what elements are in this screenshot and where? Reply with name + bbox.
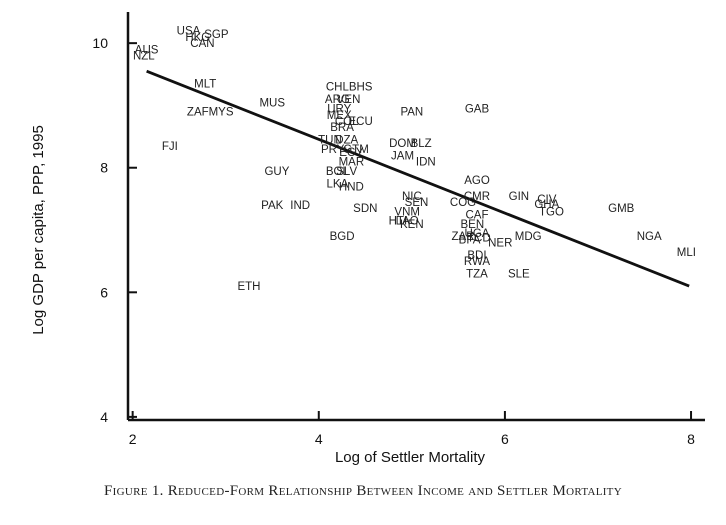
point-ind: IND (290, 200, 310, 212)
point-gha: GHA (534, 199, 559, 211)
point-chl: CHL (326, 82, 350, 94)
point-tcd: TCD (467, 232, 491, 244)
point-gin: GIN (509, 191, 529, 203)
point-ecu: ECU (349, 116, 373, 128)
point-mlt: MLT (194, 79, 216, 91)
y-tick-label: 4 (100, 409, 108, 425)
point-gab: GAB (465, 104, 490, 116)
point-aus: AUS (135, 44, 159, 56)
point-ben: BEN (461, 219, 485, 231)
x-tick-label: 2 (129, 431, 137, 447)
point-lka: LKA (327, 178, 349, 190)
point-cmr: CMR (464, 191, 490, 203)
point-egy: EGY (339, 147, 364, 159)
point-dom: DOM (389, 138, 416, 150)
point-zar: ZAR (452, 231, 475, 243)
y-tick-label: 6 (100, 284, 108, 300)
point-tun: TUN (318, 135, 342, 147)
point-dza: DZA (335, 135, 358, 147)
point-blz: BLZ (411, 138, 432, 150)
point-cog: COG (450, 197, 476, 209)
point-gmb: GMB (608, 203, 635, 215)
point-bfa: BFA (459, 234, 481, 246)
point-mdg: MDG (515, 231, 542, 243)
point-ven: VEN (337, 94, 361, 106)
point-uga: UGA (465, 228, 490, 240)
point-sgp: SGP (204, 29, 229, 41)
point-bol: BOL (326, 166, 350, 178)
point-rwa: RWA (464, 256, 491, 268)
point-slv: SLV (336, 166, 357, 178)
point-vnm: VNM (394, 206, 420, 218)
point-bdi: BDI (467, 250, 486, 262)
point-mar: MAR (339, 156, 365, 168)
point-pan: PAN (400, 107, 423, 119)
point-eth: ETH (237, 281, 260, 293)
point-usa: USA (177, 26, 201, 38)
axes (126, 12, 705, 422)
y-tick-label: 10 (92, 35, 108, 51)
point-nga: NGA (637, 231, 662, 243)
figure-caption: Figure 1. Reduced-Form Relationship Betw… (104, 483, 622, 499)
x-axis-title: Log of Settler Mortality (335, 449, 486, 466)
point-ago: AGO (464, 175, 490, 187)
point-bgd: BGD (330, 231, 355, 243)
fit-line (146, 69, 690, 288)
point-caf: CAF (465, 209, 488, 221)
point-civ: CIV (537, 194, 557, 206)
point-mys: MYS (209, 107, 234, 119)
point-tza: TZA (466, 269, 488, 281)
x-tick-label: 8 (687, 431, 695, 447)
point-fji: FJI (162, 141, 178, 153)
point-bhs: BHS (349, 82, 373, 94)
point-can: CAN (190, 38, 214, 50)
point-ner: NER (488, 237, 512, 249)
point-mex: MEX (327, 110, 352, 122)
point-lao: LAO (396, 216, 419, 228)
point-gtm: GTM (343, 144, 369, 156)
point-hti: HTI (389, 216, 408, 228)
point-ury: URY (327, 104, 351, 116)
point-sle: SLE (508, 269, 530, 281)
point-jam: JAM (391, 150, 414, 162)
point-sdn: SDN (353, 203, 377, 215)
x-tick-label: 4 (315, 431, 323, 447)
point-mus: MUS (259, 97, 285, 109)
y-tick-label: 8 (100, 160, 108, 176)
point-hnd: HND (339, 181, 364, 193)
point-sen: SEN (405, 197, 429, 209)
point-tgo: TGO (539, 206, 564, 218)
point-mli: MLI (677, 247, 696, 259)
x-ticks: 2 4 6 8 (129, 411, 695, 447)
x-tick-label: 6 (501, 431, 509, 447)
point-idn: IDN (416, 156, 436, 168)
point-zaf: ZAF (187, 107, 209, 119)
point-ken: KEN (400, 219, 424, 231)
point-guy: GUY (264, 166, 289, 178)
point-nzl: NZL (133, 51, 155, 63)
point-pry: PRY (321, 144, 345, 156)
point-bra: BRA (330, 122, 354, 134)
point-col: COL (335, 116, 359, 128)
y-ticks: 4 6 8 10 (92, 35, 137, 425)
point-nic: NIC (402, 191, 422, 203)
y-axis-title: Log GDP per capita, PPP, 1995 (30, 125, 47, 335)
point-hkg: HKG (185, 32, 210, 44)
point-arg: ARG (325, 94, 350, 106)
point-pak: PAK (261, 200, 283, 212)
